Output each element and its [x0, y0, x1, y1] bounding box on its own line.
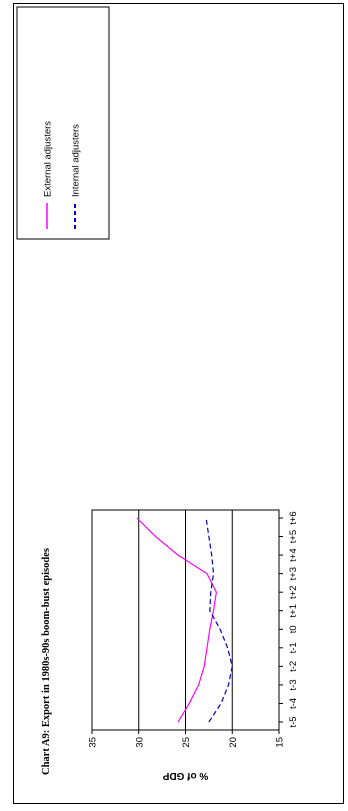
x-tick-label: t0: [288, 625, 299, 633]
chart-rotated-group: Chart A9: Export in 1980s-90s boom-bust …: [16, 6, 299, 781]
x-tick-label: t+5: [288, 530, 299, 543]
x-axis-ticks: t-5 t-4 t-3 t-2 t-1 t0 t+1 t+2 t+3 t+4 t+5 t+6: [279, 511, 299, 728]
x-tick-label: t-4: [288, 698, 299, 709]
legend-box: [16, 6, 110, 240]
y-tick-label: 20: [228, 737, 239, 748]
series-line-2: [205, 517, 233, 723]
chart: Chart A9: Export in 1980s-90s boom-bust …: [16, 6, 299, 781]
x-tick-label: t+4: [288, 548, 299, 561]
x-tick-label: t+1: [288, 604, 299, 617]
legend-label-2: Internal adjusters: [71, 124, 82, 197]
y-axis-ticks: 15 20 25 30 35: [88, 730, 286, 748]
y-tick-label: 30: [134, 737, 145, 748]
series-line-1: [136, 517, 217, 723]
x-tick-label: t-1: [288, 642, 299, 653]
x-tick-label: t+3: [288, 567, 299, 580]
y-tick-label: 25: [181, 737, 192, 748]
x-tick-label: t-3: [288, 679, 299, 690]
x-tick-label: t+2: [288, 585, 299, 598]
y-tick-label: 35: [88, 737, 99, 748]
legend-label-1: External adjusters: [43, 121, 54, 197]
chart-title: Chart A9: Export in 1980s-90s boom-bust …: [41, 548, 52, 775]
x-tick-label: t-2: [288, 661, 299, 672]
y-tick-label: 15: [275, 737, 286, 748]
series-lines: [136, 517, 233, 723]
x-tick-label: t-5: [288, 716, 299, 727]
legend-items: External adjusters Internal adjusters: [43, 121, 82, 229]
grid-lines: [138, 510, 233, 730]
x-tick-label: t+6: [288, 511, 299, 524]
legend: External adjusters Internal adjusters: [16, 6, 110, 240]
y-axis-label: % of GDP: [162, 770, 208, 781]
chart-frame: Chart A9: Export in 1980s-90s boom-bust …: [13, 3, 344, 804]
